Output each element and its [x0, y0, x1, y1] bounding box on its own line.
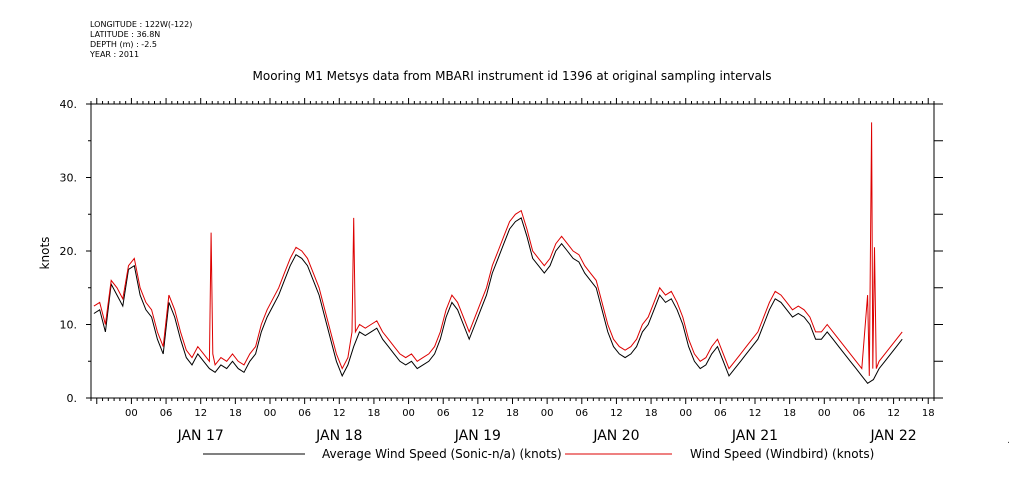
day-label: JAN 20	[592, 428, 639, 444]
x-tick-label: 18	[783, 408, 796, 419]
latitude-text: LATITUDE : 36.8N	[90, 30, 161, 39]
x-tick-label: 00	[818, 408, 831, 419]
x-tick-label: 00	[125, 408, 138, 419]
series-line-0	[93, 217, 903, 384]
y-tick-label: 0.	[67, 392, 78, 405]
y-tick-label: 10.	[60, 319, 78, 332]
y-tick-label: 40.	[60, 98, 78, 111]
chart-title: Mooring M1 Metsys data from MBARI instru…	[253, 69, 772, 83]
x-tick-label: 12	[749, 408, 762, 419]
series-line-1	[93, 122, 903, 376]
x-tick-label: 06	[437, 408, 450, 419]
station-metadata: LONGITUDE : 122W(-122) LATITUDE : 36.8N …	[90, 20, 192, 60]
x-tick-label: 06	[575, 408, 588, 419]
x-tick-label: 12	[471, 408, 484, 419]
depth-text: DEPTH (m) : -2.5	[90, 40, 157, 49]
x-tick-label: 00	[402, 408, 415, 419]
x-tick-label: 18	[645, 408, 658, 419]
x-tick-label: 18	[368, 408, 381, 419]
y-tick-label: 30.	[60, 172, 78, 185]
day-label: JAN 19	[454, 428, 501, 444]
y-axis-label: knots	[38, 237, 52, 270]
longitude-text: LONGITUDE : 122W(-122)	[90, 20, 193, 29]
x-tick-label: 18	[506, 408, 519, 419]
legend-label-0: Average Wind Speed (Sonic-n/a) (knots)	[322, 447, 562, 461]
x-tick-label: 06	[714, 408, 727, 419]
x-tick-label: 00	[541, 408, 554, 419]
x-tick-label: 12	[610, 408, 623, 419]
year-text: YEAR : 2011	[90, 50, 140, 59]
y-tick-label: 20.	[60, 245, 78, 258]
day-label: JAN 22	[869, 428, 916, 444]
day-label: JAN 17	[177, 428, 224, 444]
x-tick-label: 12	[194, 408, 207, 419]
x-tick-label: 18	[922, 408, 935, 419]
day-label: JAN 21	[731, 428, 778, 444]
day-label: JAN 18	[315, 428, 362, 444]
legend-label-1: Wind Speed (Windbird) (knots)	[690, 447, 874, 461]
x-tick-label: 06	[298, 408, 311, 419]
x-tick-label: 18	[229, 408, 242, 419]
x-tick-label: 06	[853, 408, 866, 419]
plot-frame	[90, 103, 935, 399]
x-tick-label: 00	[679, 408, 692, 419]
x-tick-label: 12	[887, 408, 900, 419]
x-tick-label: 12	[333, 408, 346, 419]
x-tick-label: 06	[160, 408, 173, 419]
x-tick-label: 00	[264, 408, 277, 419]
